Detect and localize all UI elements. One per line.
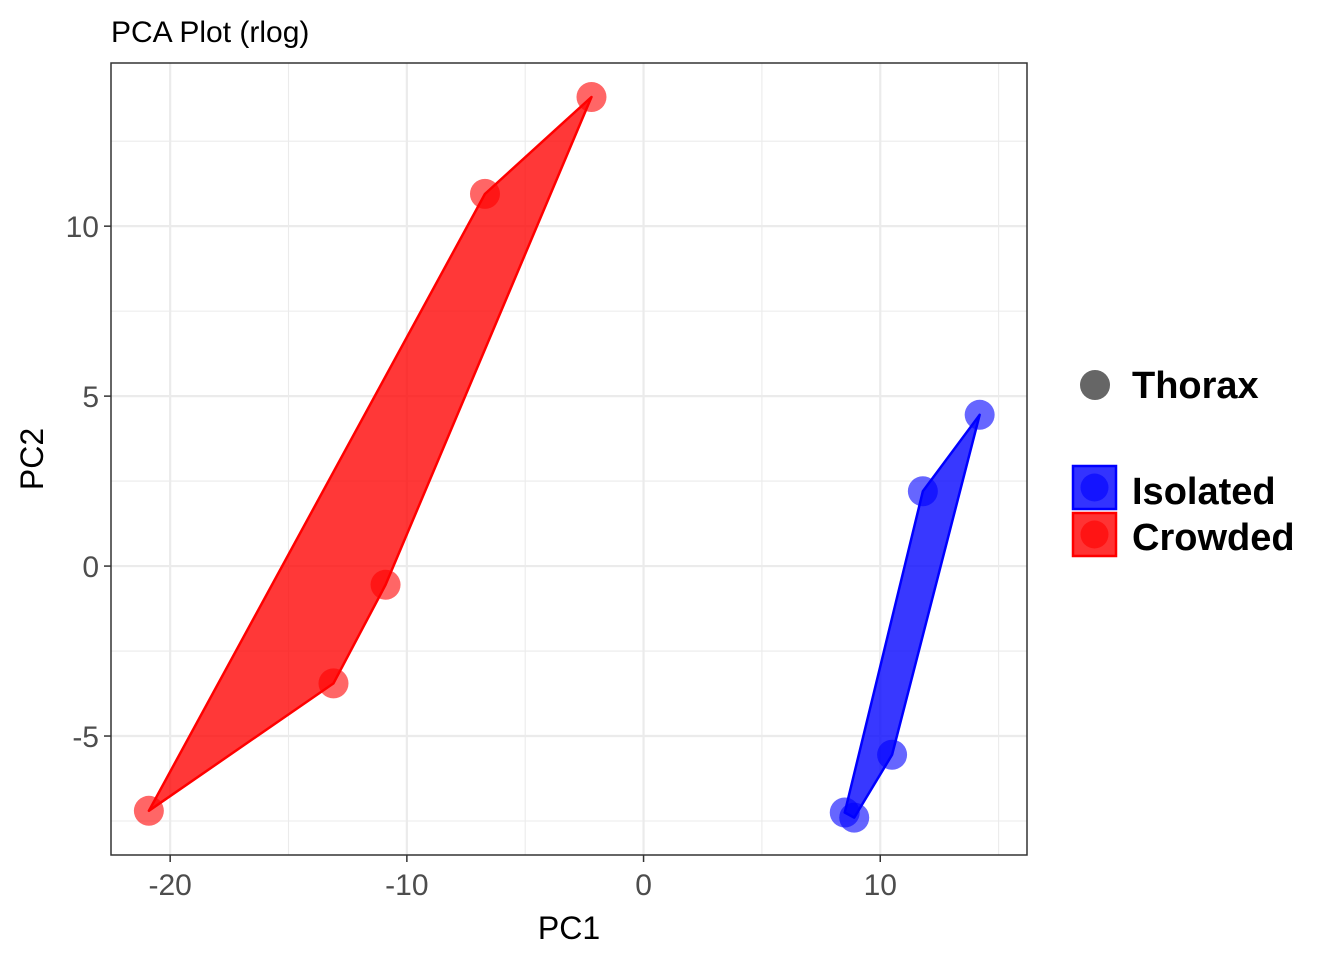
crowded-legend-label: Crowded <box>1132 517 1295 559</box>
crowded-point <box>318 668 349 699</box>
thorax-legend-label: Thorax <box>1132 365 1259 407</box>
isolated-legend-label: Isolated <box>1132 471 1276 513</box>
isolated-legend-dot <box>1080 473 1109 502</box>
crowded-point <box>469 178 500 209</box>
legend: Thorax Isolated Crowded <box>1071 365 1295 559</box>
isolated-point <box>877 739 908 770</box>
x-tick-label: -10 <box>385 869 428 902</box>
x-tick-label: -20 <box>148 869 191 902</box>
crowded-point <box>370 569 401 600</box>
x-tick-label: 0 <box>635 869 652 902</box>
y-tick-label: 5 <box>82 381 99 414</box>
crowded-legend-key <box>1071 511 1118 558</box>
y-tick-label: 10 <box>66 211 99 244</box>
crowded-point <box>576 81 607 112</box>
isolated-point <box>839 802 870 833</box>
isolated-legend-key <box>1071 464 1118 511</box>
x-axis-ticks: -20 -10 0 10 <box>148 855 897 902</box>
isolated-point <box>964 399 995 430</box>
x-axis-title: PC1 <box>538 910 600 946</box>
group-hulls <box>147 95 981 819</box>
isolated-point <box>907 476 938 507</box>
chart-title: PCA Plot (rlog) <box>111 16 309 49</box>
y-tick-label: -5 <box>72 721 99 754</box>
data-points <box>133 81 995 833</box>
x-tick-label: 10 <box>864 869 897 902</box>
crowded-hull <box>147 95 593 813</box>
y-axis-ticks: -5 0 5 10 <box>66 211 111 754</box>
thorax-legend-key <box>1080 370 1110 400</box>
y-axis-title: PC2 <box>14 428 50 490</box>
y-tick-label: 0 <box>82 551 99 584</box>
plot-panel-border <box>110 62 1028 856</box>
crowded-point <box>133 795 164 826</box>
crowded-legend-dot <box>1080 520 1109 549</box>
